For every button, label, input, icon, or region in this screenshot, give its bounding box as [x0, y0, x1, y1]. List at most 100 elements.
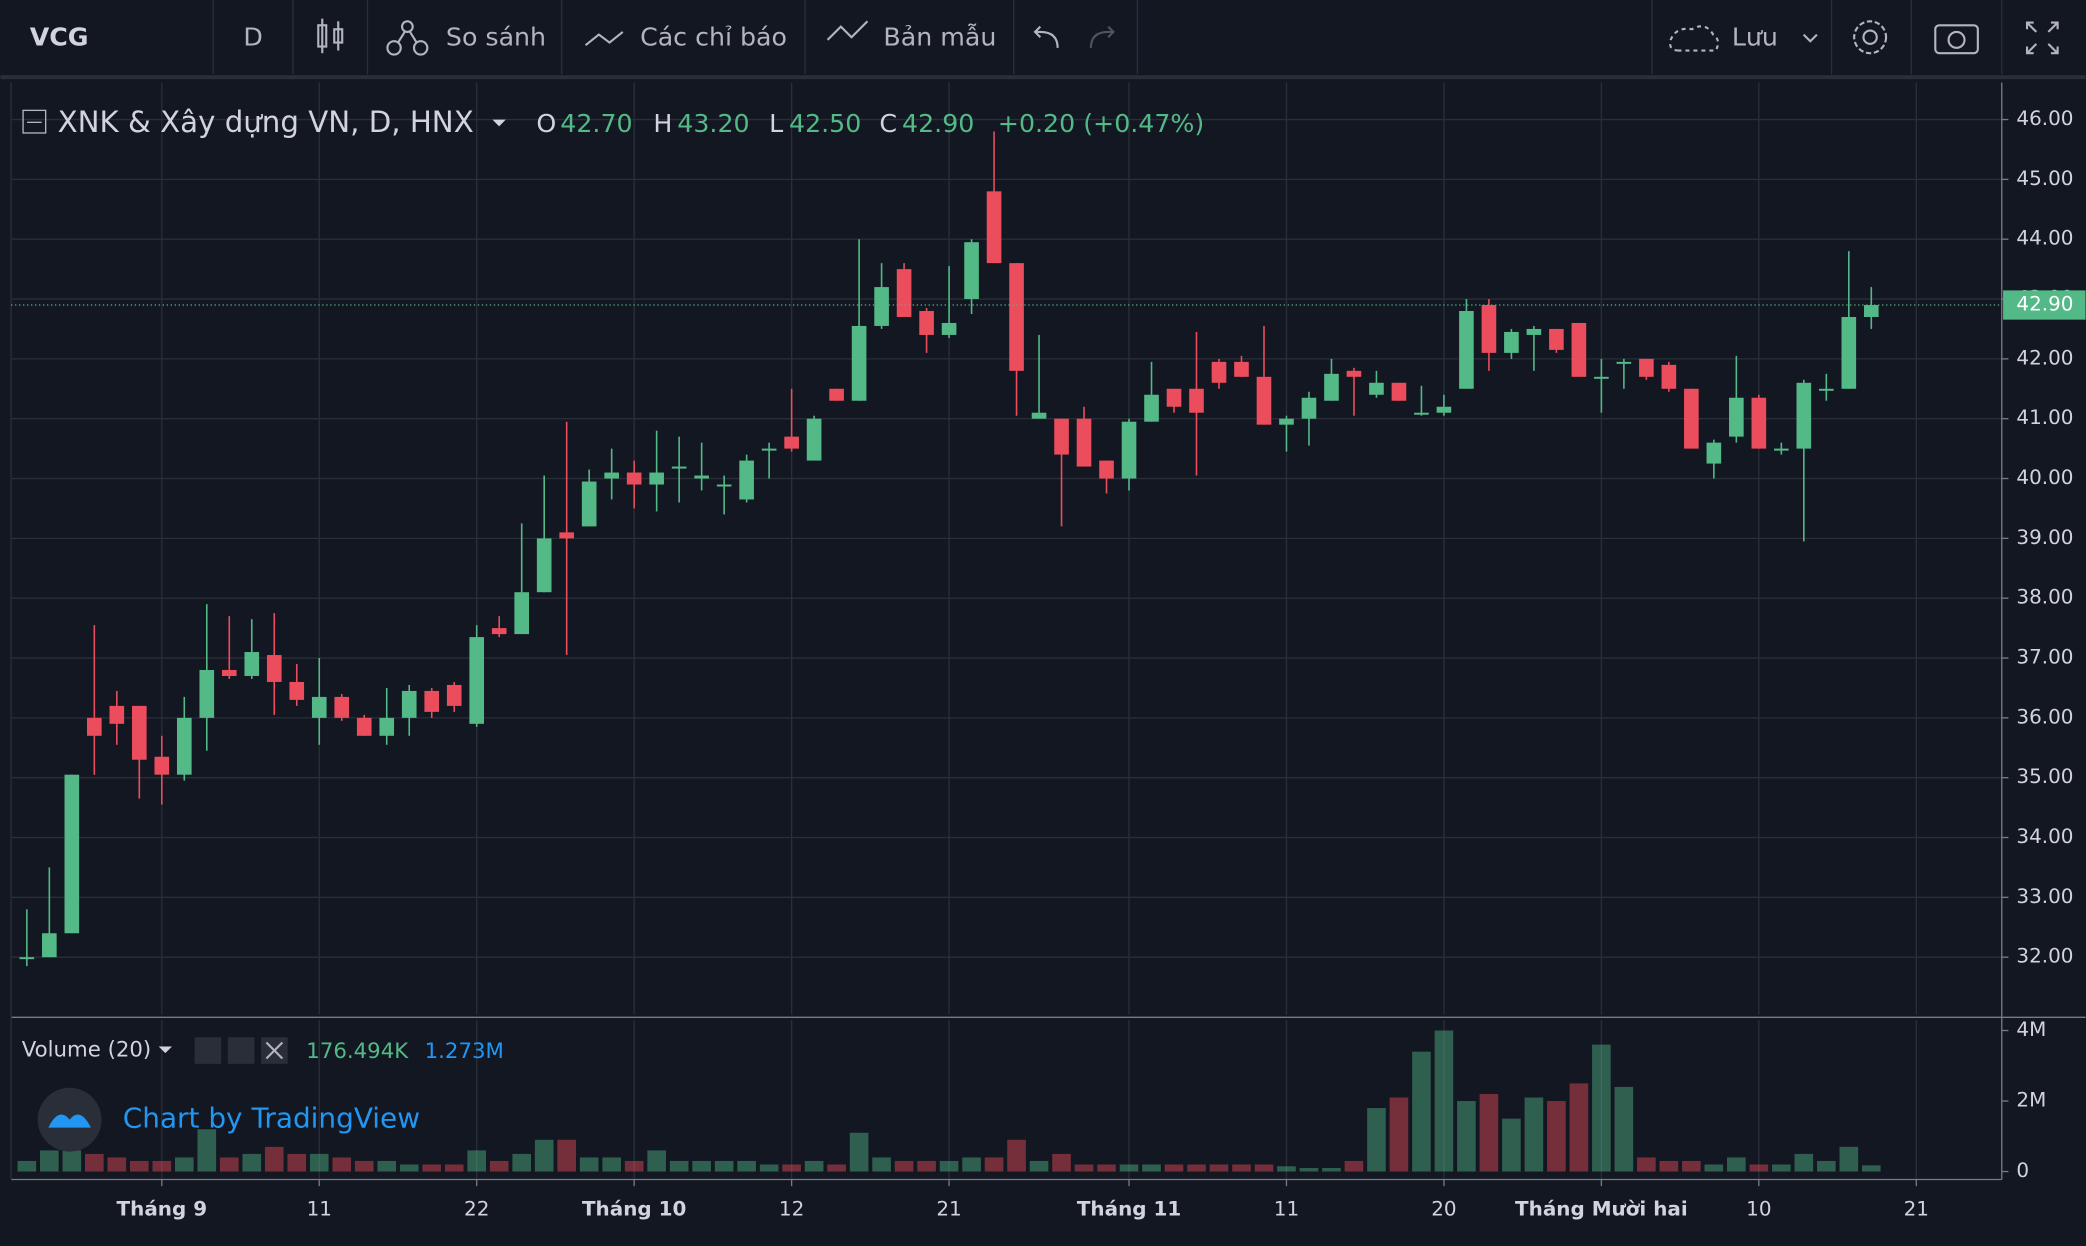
y-tick-label: 40.00: [2016, 465, 2073, 489]
volume-bar: [827, 1164, 846, 1172]
volume-bar: [1457, 1101, 1476, 1172]
candle-body: [1549, 328, 1564, 350]
collapse-button[interactable]: [22, 109, 47, 134]
candle-body: [266, 655, 282, 682]
candle-body: [581, 481, 597, 527]
candle-icon[interactable]: [317, 18, 344, 54]
h-label: H: [653, 109, 672, 138]
save-menu[interactable]: [1802, 33, 1818, 43]
c-label: C: [879, 109, 897, 138]
interval[interactable]: D: [243, 23, 262, 52]
redo[interactable]: [1089, 25, 1115, 48]
compare[interactable]: So sánh: [446, 23, 546, 52]
volume-settings[interactable]: [227, 1037, 255, 1064]
candle-body: [1661, 364, 1677, 389]
volume-bar: [624, 1160, 644, 1172]
fullscreen[interactable]: [2025, 21, 2059, 55]
volume-bar: [1861, 1165, 1881, 1172]
indicators[interactable]: Các chỉ báo: [640, 23, 787, 52]
template-icon[interactable]: [826, 20, 869, 41]
candle-body: [1301, 397, 1317, 419]
series-menu[interactable]: [492, 119, 506, 127]
volume-bar: [1007, 1139, 1026, 1172]
volume-bar: [1727, 1157, 1746, 1172]
y-tick-label: 45.00: [2016, 166, 2073, 190]
x-tick-label: Tháng 11: [1077, 1197, 1181, 1221]
save[interactable]: Lưu: [1732, 23, 1778, 52]
legend: XNK & Xây dựng VN, D, HNX O 42.70 H 43.2…: [22, 105, 1204, 1152]
volume-bar: [197, 1129, 217, 1172]
candle-body: [1571, 322, 1587, 377]
volume-ma: 1.273M: [425, 1039, 504, 1064]
candle-body: [514, 592, 530, 635]
candle-body: [626, 472, 642, 485]
y-tick-label: 38.00: [2016, 585, 2073, 609]
candle-body: [1369, 382, 1384, 395]
x-tick-label: 21: [1904, 1197, 1929, 1221]
volume-bar: [1389, 1097, 1409, 1172]
volume-bar: [1659, 1160, 1679, 1172]
volume-bar: [1637, 1157, 1656, 1172]
l-label: L: [769, 109, 783, 138]
volume-bar: [1817, 1160, 1836, 1172]
tv-logo-cloud: [48, 1114, 91, 1128]
candle-body: [87, 717, 102, 736]
volume-bar: [534, 1139, 554, 1172]
volume-bar: [152, 1160, 172, 1172]
volume-eye[interactable]: [194, 1037, 222, 1064]
candle-body: [244, 652, 260, 676]
volume-bar: [1704, 1164, 1724, 1172]
x-tick-label: Tháng 9: [117, 1197, 208, 1221]
candle-body: [1751, 397, 1767, 449]
watermark[interactable]: Chart by TradingView: [123, 1102, 420, 1135]
volume-bar: [1479, 1093, 1499, 1172]
volume-bar: [984, 1157, 1004, 1172]
volume-bar: [129, 1160, 149, 1172]
candle-body: [1459, 311, 1474, 389]
camera[interactable]: [1934, 24, 1979, 55]
settings[interactable]: [1853, 20, 1888, 55]
volume-bar: [1524, 1097, 1544, 1172]
volume-bar: [602, 1157, 621, 1172]
candle-body: [1346, 370, 1362, 377]
candle-body: [806, 418, 822, 461]
volume-bar: [1142, 1164, 1161, 1172]
candle-body: [491, 628, 507, 635]
indicator-icon[interactable]: [584, 31, 624, 47]
volume-bar: [399, 1164, 419, 1172]
candle-body: [851, 325, 867, 401]
volume-bar: [1187, 1164, 1206, 1172]
candle-body: [1391, 382, 1407, 401]
undo[interactable]: [1033, 25, 1059, 48]
candle-body: [671, 466, 687, 469]
volume-bar: [1772, 1164, 1791, 1172]
templates[interactable]: Bản mẫu: [883, 23, 996, 52]
volume-bar: [242, 1153, 262, 1172]
candle-body: [1144, 394, 1159, 422]
candle-body: [1279, 418, 1294, 425]
volume-bar: [422, 1164, 442, 1172]
symbol[interactable]: VCG: [30, 23, 89, 52]
series-name[interactable]: XNK & Xây dựng VN, D, HNX: [58, 105, 474, 139]
candle-body: [1706, 442, 1722, 464]
volume-bar: [1412, 1051, 1431, 1172]
cloud-icon[interactable]: [1669, 25, 1720, 52]
candle-body: [1684, 388, 1699, 449]
candle-body: [1166, 388, 1182, 407]
volume-bar: [849, 1132, 869, 1172]
volume-bar: [264, 1146, 284, 1172]
volume-name[interactable]: Volume (20): [22, 1038, 152, 1063]
y-tick-label: 32.00: [2016, 944, 2073, 968]
candle-body: [649, 472, 664, 485]
volume-bar: [1299, 1168, 1319, 1172]
volume-bar: [917, 1160, 936, 1172]
volume-menu[interactable]: [158, 1046, 172, 1054]
candle-body: [761, 448, 777, 451]
candle-body: [131, 705, 147, 760]
candle-body: [1414, 412, 1429, 415]
x-tick-label: 11: [1274, 1197, 1299, 1221]
volume-bar: [1322, 1168, 1341, 1172]
candle-body: [109, 705, 125, 724]
compare-icon[interactable]: [386, 20, 429, 56]
